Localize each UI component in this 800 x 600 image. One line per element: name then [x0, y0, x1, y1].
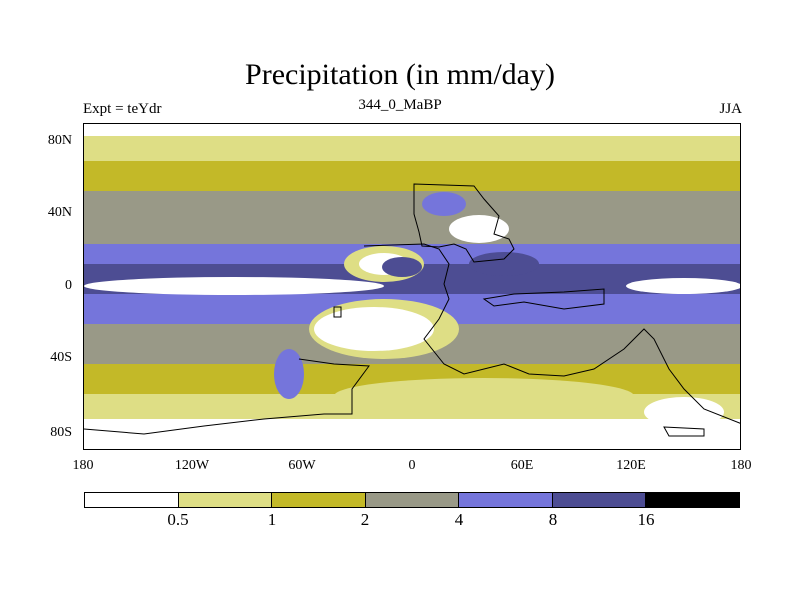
lon-tick-label: 180 — [72, 458, 94, 473]
dry-zone-east — [449, 215, 509, 243]
island-outline — [333, 306, 342, 318]
dry-zone-south-polar — [84, 419, 740, 449]
colorbar-label: 1 — [267, 510, 277, 529]
arid-margin-south-polar — [334, 378, 634, 414]
land-outline-north — [413, 183, 515, 263]
map-title: Precipitation (in mm/day) — [245, 58, 555, 91]
lon-tick-label: 0 — [408, 458, 416, 473]
dry-zone-pacific — [84, 277, 384, 295]
wet-zone-north — [422, 192, 466, 216]
colorbar-segment — [459, 493, 553, 507]
colorbar-segment — [178, 493, 273, 507]
wet-zone-southwest — [274, 349, 304, 399]
lon-tick-label: 60W — [288, 458, 316, 473]
colorbar-label: 8 — [548, 510, 558, 529]
dry-zone-west-pacific — [626, 278, 740, 294]
colorbar-segment — [85, 493, 179, 507]
colorbar-segment — [365, 493, 460, 507]
period-label: 344_0_MaBP — [358, 97, 442, 113]
land-outline-gondwana — [363, 243, 740, 424]
lat-tick-label: 80N — [47, 133, 72, 148]
lon-tick-label: 180 — [730, 458, 752, 473]
band-north-mid — [84, 191, 740, 244]
map-svg — [84, 124, 740, 449]
lon-tick-label: 60E — [510, 458, 534, 473]
colorbar-label: 2 — [360, 510, 370, 529]
land-outline-south — [84, 358, 370, 435]
colorbar-segment — [552, 493, 647, 507]
colorbar-label: 16 — [637, 510, 655, 529]
lat-tick-label: 40N — [47, 205, 72, 220]
colorbar-segment — [646, 493, 740, 507]
colorbar — [84, 492, 740, 508]
lon-tick-label: 120E — [616, 458, 646, 473]
season-label: JJA — [719, 101, 742, 117]
band-arctic — [84, 136, 740, 161]
dry-zone-southeast — [644, 397, 724, 427]
band-north-dry — [84, 161, 740, 191]
colorbar-segment — [272, 493, 366, 507]
lat-tick-label: 0 — [65, 278, 72, 293]
land-outline-equatorial — [482, 288, 605, 310]
lat-tick-label: 80S — [50, 425, 72, 440]
wet-zone-central — [382, 257, 422, 277]
colorbar-label: 4 — [454, 510, 464, 529]
land-outline-southeast — [663, 426, 705, 437]
dry-zone-pangaea — [314, 307, 434, 351]
experiment-label: Expt = teYdr — [83, 101, 162, 117]
lon-tick-label: 120W — [174, 458, 210, 473]
colorbar-label: 0.5 — [167, 510, 189, 529]
wet-zone-east — [469, 252, 539, 276]
lat-tick-label: 40S — [50, 350, 72, 365]
precipitation-map — [83, 123, 741, 450]
